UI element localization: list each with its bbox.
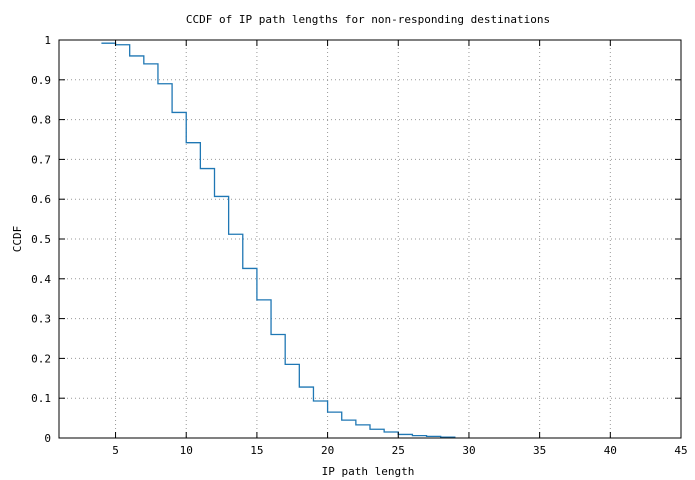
y-tick-label: 0.9 — [31, 74, 51, 87]
y-tick-label: 0.7 — [31, 153, 51, 166]
y-tick-label: 0.8 — [31, 114, 51, 127]
y-tick-label: 1 — [44, 34, 51, 47]
x-tick-label: 15 — [250, 444, 263, 457]
x-tick-label: 35 — [533, 444, 546, 457]
x-tick-label: 45 — [674, 444, 687, 457]
tick-labels: 5 10 15 20 25 30 35 40 45 0 0.1 0.2 0.3 0.4 0.5 0.6 0.7 0… — [31, 34, 688, 457]
y-tick-label: 0.5 — [31, 233, 51, 246]
x-tick-label: 25 — [392, 444, 405, 457]
y-tick-label: 0.1 — [31, 392, 51, 405]
x-tick-label: 5 — [112, 444, 119, 457]
x-tick-label: 20 — [321, 444, 334, 457]
y-axis-title: CCDF — [11, 226, 24, 253]
x-axis-title: IP path length — [322, 465, 415, 478]
x-tick-label: 30 — [462, 444, 475, 457]
y-tick-label: 0.6 — [31, 193, 51, 206]
x-tick-label: 40 — [604, 444, 617, 457]
y-tick-label: 0 — [44, 432, 51, 445]
axis-ticks — [59, 39, 682, 439]
chart-title: CCDF of IP path lengths for non-respondi… — [186, 13, 550, 26]
y-tick-label: 0.2 — [31, 352, 51, 365]
y-tick-label: 0.3 — [31, 313, 51, 326]
y-tick-label: 0.4 — [31, 273, 51, 286]
x-tick-label: 10 — [180, 444, 193, 457]
